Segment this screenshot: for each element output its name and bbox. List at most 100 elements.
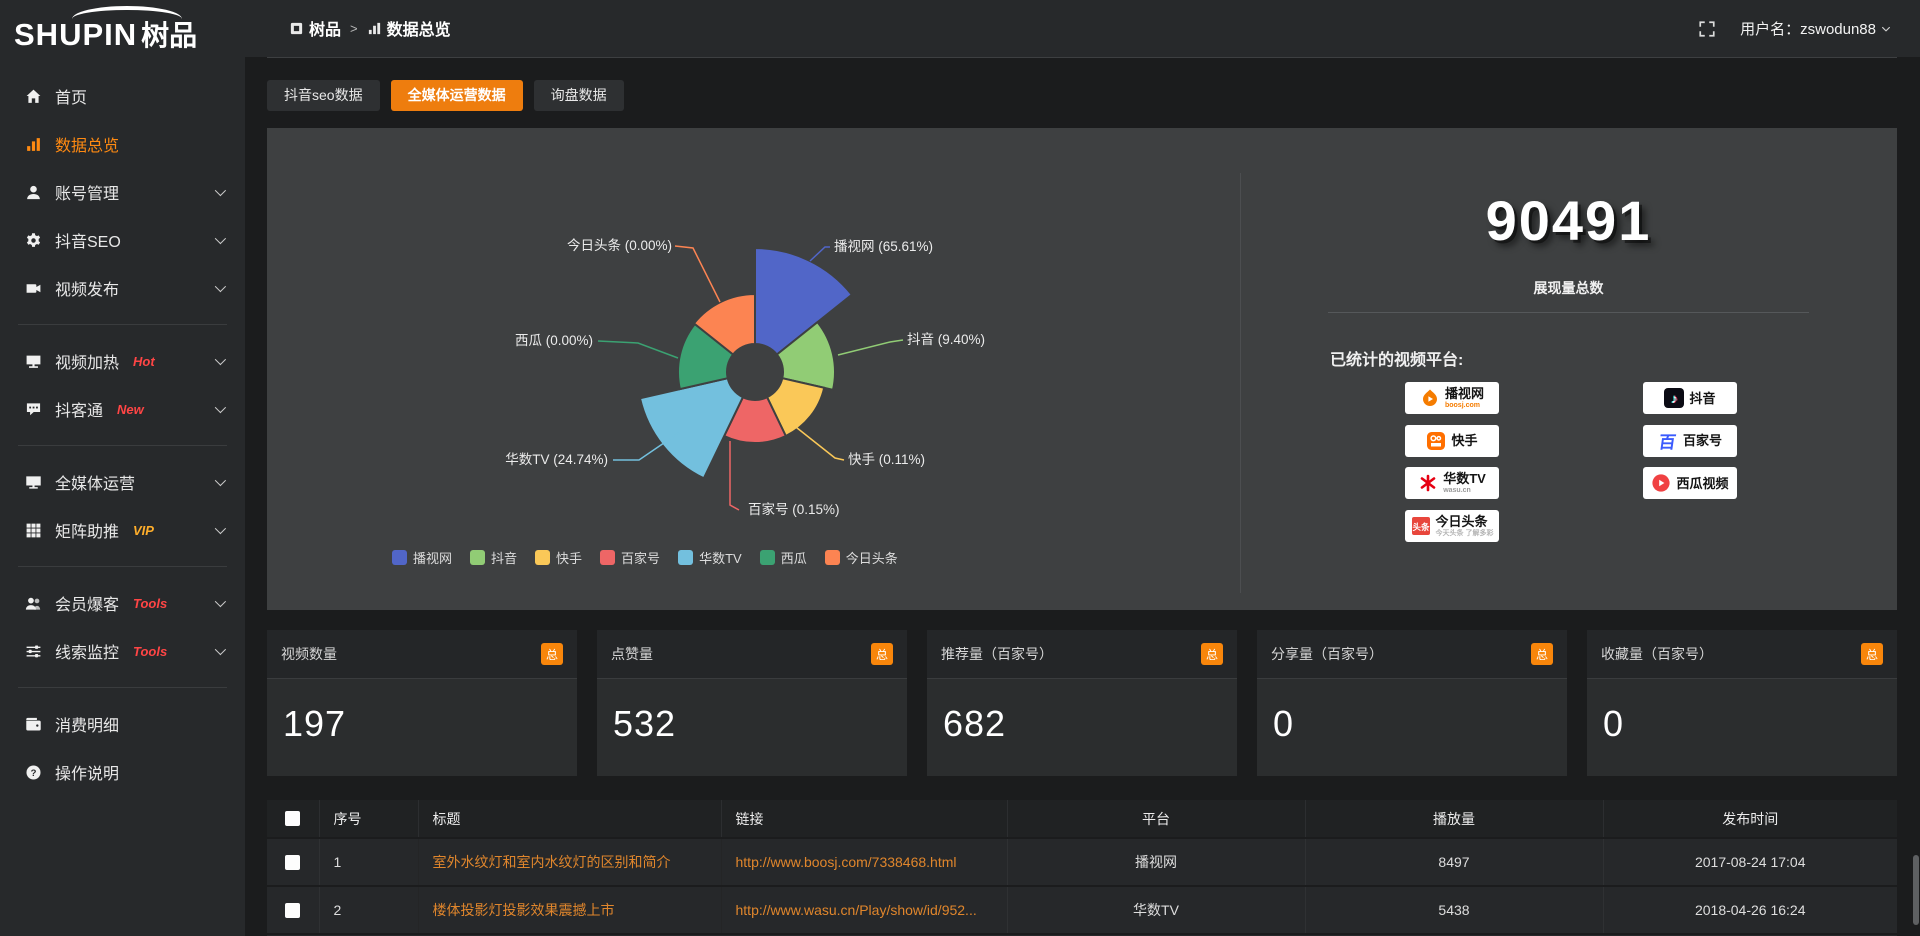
- legend-item-快手[interactable]: 快手: [535, 548, 582, 567]
- sidebar-item-douyin-seo[interactable]: 抖音SEO: [0, 216, 245, 264]
- legend-item-西瓜[interactable]: 西瓜: [759, 548, 807, 567]
- kuaishou-logo-icon: [1426, 431, 1446, 451]
- chevron-down-icon: [214, 401, 227, 414]
- sidebar-item-account-manage[interactable]: 账号管理: [0, 168, 245, 216]
- pie-slice-1[interactable]: [775, 320, 836, 391]
- breadcrumb-current[interactable]: 数据总览: [367, 16, 451, 40]
- legend-item-抖音[interactable]: 抖音: [470, 548, 517, 567]
- page-scrollbar-thumb[interactable]: [1913, 855, 1919, 925]
- row-checkbox[interactable]: [285, 902, 300, 918]
- user-label: 用户名：zswodun88: [1740, 21, 1876, 38]
- sidebar-item-home[interactable]: 首页: [0, 72, 245, 120]
- fullscreen-icon[interactable]: [1698, 20, 1716, 38]
- legend-label: 西瓜: [780, 551, 807, 566]
- platform-badge-今日头条[interactable]: 头条 今日头条 今天头条 了解多彩: [1405, 509, 1499, 542]
- platform-badge-快手[interactable]: 快手: [1405, 424, 1499, 457]
- platform-badge-西瓜视频[interactable]: 西瓜视频: [1643, 467, 1737, 499]
- sidebar-item-label: 线索监控: [55, 645, 120, 662]
- stat-card-3: 分享量（百家号） 总 0: [1257, 630, 1567, 776]
- sidebar-item-member-baoke[interactable]: 会员爆客 Tools: [0, 579, 245, 627]
- total-badge: 总: [1531, 643, 1553, 665]
- sidebar-item-data-overview[interactable]: 数据总览: [0, 120, 245, 168]
- help-icon: ?: [25, 764, 42, 781]
- sidebar-item-video-heat[interactable]: 视频加热 Hot: [0, 337, 245, 385]
- pie-slice-4[interactable]: [638, 377, 745, 480]
- sidebar-item-label: 全媒体运营: [55, 476, 136, 493]
- cell-index: 2: [319, 886, 419, 935]
- app-square-icon: [289, 21, 304, 36]
- sidebar-item-label: 消费明细: [55, 718, 120, 735]
- chevron-down-icon: [214, 184, 227, 197]
- user-menu[interactable]: 用户名：zswodun88: [1740, 18, 1892, 39]
- chevron-down-icon: [214, 595, 227, 608]
- tab-1[interactable]: 全媒体运营数据: [390, 80, 523, 111]
- legend-label: 播视网: [413, 551, 453, 566]
- legend-item-播视网[interactable]: 播视网: [392, 548, 452, 567]
- cell-title-link[interactable]: 室外水纹灯和室内水纹灯的区别和简介: [418, 838, 722, 887]
- platform-badge-华数TV[interactable]: 华数TV wasu.cn: [1405, 467, 1499, 499]
- cell-url-link[interactable]: http://www.wasu.cn/Play/show/id/952...: [721, 886, 1008, 935]
- pie-label-line: [674, 245, 721, 303]
- cell-platform: 播视网: [1007, 838, 1306, 887]
- sidebar-item-label: 抖客通: [55, 403, 104, 420]
- select-all-checkbox[interactable]: [285, 811, 300, 826]
- col-header-4: 平台: [1007, 800, 1306, 839]
- sidebar-item-douketong[interactable]: 抖客通 New: [0, 385, 245, 433]
- sidebar-item-label: 首页: [55, 90, 88, 107]
- chart-panel: 播视网 (65.61%) 抖音 (9.40%) 快手 (0.11%) 百家号 (0.1…: [267, 128, 1897, 610]
- platform-name: 百家号: [1682, 433, 1722, 448]
- screen-icon: [25, 353, 42, 370]
- summary-section: 90491 展现量总数 已统计的视频平台: 播视网 boosj.com ♪ 抖音 快手 百…: [1240, 128, 1897, 610]
- sidebar-item-consume-detail[interactable]: 消费明细: [0, 700, 245, 748]
- bar-chart-icon: [25, 136, 42, 153]
- legend-label: 快手: [556, 551, 583, 566]
- pie-label-line: [613, 431, 681, 461]
- sidebar-item-tag: Hot: [133, 353, 155, 369]
- stat-card-header: 分享量（百家号） 总: [1257, 630, 1567, 679]
- tab-0[interactable]: 抖音seo数据: [267, 80, 380, 111]
- sidebar-item-lead-monitor[interactable]: 线索监控 Tools: [0, 627, 245, 675]
- platform-share-rose-chart: 播视网 (65.61%) 抖音 (9.40%) 快手 (0.11%) 百家号 (0.1…: [505, 237, 985, 517]
- xigua-logo-icon: [1651, 473, 1671, 493]
- platform-badge-抖音[interactable]: ♪ 抖音: [1643, 382, 1737, 414]
- stat-card-title: 收藏量（百家号）: [1601, 646, 1713, 662]
- pie-label: 百家号 (0.15%): [748, 501, 840, 517]
- stat-card-title: 推荐量（百家号）: [941, 646, 1053, 662]
- row-checkbox[interactable]: [285, 854, 300, 870]
- legend-item-百家号[interactable]: 百家号: [600, 548, 660, 567]
- cell-checkbox: [267, 886, 320, 935]
- pie-slice-0[interactable]: [754, 246, 854, 356]
- platform-badge-百家号[interactable]: 百百家号: [1643, 424, 1737, 457]
- tab-2[interactable]: 询盘数据: [533, 80, 624, 111]
- sliders-icon: [25, 643, 42, 660]
- chevron-down-icon: [214, 353, 227, 366]
- sidebar-item-video-publish[interactable]: 视频发布: [0, 264, 245, 312]
- video-table: 序号 标题 链接 平台 播放量 发布时间 1 室外水纹灯和室内水纹灯的区别和简介 http:/…: [267, 800, 1897, 935]
- chat-icon: [25, 401, 42, 418]
- legend-swatch: [759, 550, 775, 565]
- platform-badge-播视网[interactable]: 播视网 boosj.com: [1405, 382, 1499, 414]
- breadcrumb-root[interactable]: 树品: [289, 16, 341, 40]
- sidebar-item-label: 视频发布: [55, 282, 120, 299]
- pie-label-line: [837, 339, 904, 356]
- cell-title-link[interactable]: 楼体投影灯投影效果震撼上市: [418, 886, 722, 935]
- sidebar-item-help[interactable]: ? 操作说明: [0, 748, 245, 796]
- cell-url-link[interactable]: http://www.boosj.com/7338468.html: [721, 838, 1008, 887]
- legend-item-华数TV[interactable]: 华数TV: [678, 548, 742, 567]
- sidebar-item-matrix-boost[interactable]: 矩阵助推 VIP: [0, 506, 245, 554]
- sidebar-item-omni-media[interactable]: 全媒体运营: [0, 458, 245, 506]
- users-icon: [25, 595, 42, 612]
- grid-icon: [25, 522, 42, 539]
- pie-label-line: [729, 441, 740, 511]
- pie-slice-6[interactable]: [692, 292, 756, 356]
- cell-time: 2017-08-24 17:04: [1603, 838, 1897, 887]
- legend-swatch: [600, 550, 616, 565]
- legend-item-今日头条[interactable]: 今日头条: [824, 548, 898, 567]
- platform-name: 华数TV: [1443, 471, 1486, 486]
- stat-card-header: 点赞量 总: [597, 630, 907, 679]
- chevron-down-icon: [214, 232, 227, 245]
- summary-divider: [1328, 312, 1809, 313]
- chevron-down-icon: [214, 643, 227, 656]
- user-icon: [25, 184, 42, 201]
- app-logo[interactable]: SHUPIN 树品: [14, 6, 234, 58]
